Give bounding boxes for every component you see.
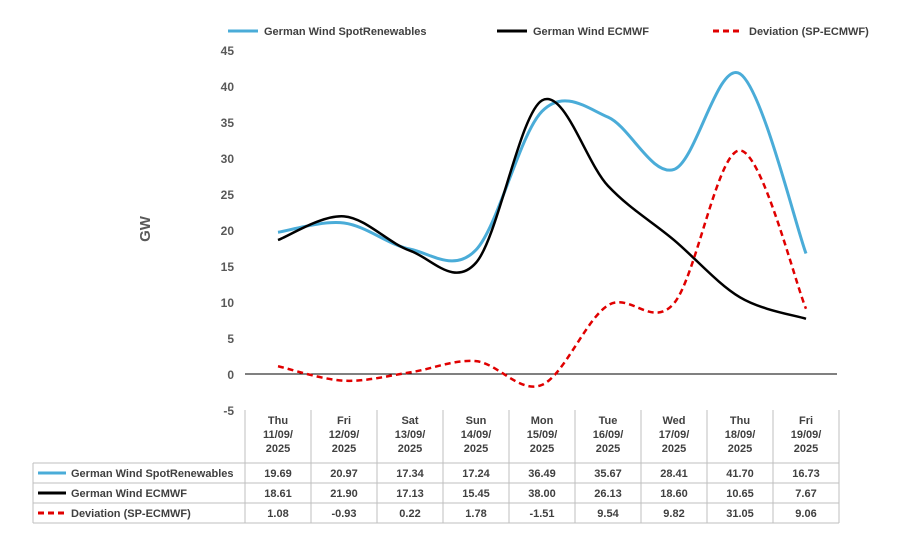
table-cell-value: 21.90 xyxy=(330,488,358,500)
y-tick-label: 25 xyxy=(221,188,235,202)
table-cell-value: 38.00 xyxy=(528,488,556,500)
y-tick-label: 45 xyxy=(221,44,235,58)
table-cell-value: 16.73 xyxy=(792,468,820,480)
table-cell-value: -0.93 xyxy=(331,508,356,520)
table-series-name: German Wind ECMWF xyxy=(71,488,187,500)
table-cell-value: 10.65 xyxy=(726,488,754,500)
table-cell-value: 31.05 xyxy=(726,508,754,520)
y-axis-ticks: -5 0 5 10 15 20 25 30 35 40 45 xyxy=(221,44,235,418)
x-category-label: 16/09/ xyxy=(593,429,624,441)
x-category-label: Sun xyxy=(466,415,487,427)
x-category-label: 17/09/ xyxy=(659,429,690,441)
data-table: Thu 11/09/2025 Fri 12/09/2025 Sat 13/09/2025 S… xyxy=(32,410,840,524)
x-category-label: Fri xyxy=(799,415,813,427)
table-cell-value: 17.13 xyxy=(396,488,424,500)
x-category-label: 18/09/ xyxy=(725,429,756,441)
x-category-label: 15/09/ xyxy=(527,429,558,441)
x-category-label: 2025 xyxy=(332,443,356,455)
y-tick-label: 0 xyxy=(227,368,234,382)
x-category-label: 2025 xyxy=(266,443,290,455)
x-category-label: 2025 xyxy=(398,443,422,455)
table-cell-value: 17.34 xyxy=(396,468,424,480)
table-series-name: Deviation (SP-ECMWF) xyxy=(71,508,191,520)
y-tick-label: 15 xyxy=(221,260,235,274)
y-tick-label: -5 xyxy=(223,404,234,418)
x-category-label: 2025 xyxy=(794,443,818,455)
x-category-label: 11/09/ xyxy=(263,429,293,441)
x-category-label: 2025 xyxy=(662,443,686,455)
table-cell-value: 28.41 xyxy=(660,468,688,480)
x-category-label: Fri xyxy=(337,415,351,427)
x-category-label: 12/09/ xyxy=(329,429,360,441)
series-line-3 xyxy=(277,149,808,388)
y-tick-label: 40 xyxy=(221,80,235,94)
legend-label-1: German Wind SpotRenewables xyxy=(264,26,427,38)
table-cell-value: -1.51 xyxy=(529,508,554,520)
table-cell-value: 36.49 xyxy=(528,468,556,480)
legend: German Wind SpotRenewables German Wind EC… xyxy=(228,26,869,38)
series-line-1 xyxy=(277,70,808,263)
table-cell-value: 1.78 xyxy=(465,508,486,520)
x-category-label: 2025 xyxy=(464,443,488,455)
x-category-label: Wed xyxy=(662,415,685,427)
x-category-label: 19/09/ xyxy=(791,429,822,441)
y-axis-label: GW xyxy=(137,215,154,242)
legend-label-2: German Wind ECMWF xyxy=(533,26,649,38)
x-category-label: 2025 xyxy=(596,443,620,455)
legend-label-3: Deviation (SP-ECMWF) xyxy=(749,26,869,38)
table-cell-value: 9.54 xyxy=(597,508,619,520)
x-category-label: Sat xyxy=(401,415,418,427)
table-cell-value: 9.06 xyxy=(795,508,816,520)
y-tick-label: 30 xyxy=(221,152,235,166)
series-lines xyxy=(277,70,808,388)
x-category-label: 14/09/ xyxy=(461,429,492,441)
x-category-label: Tue xyxy=(599,415,618,427)
x-category-label: Mon xyxy=(531,415,554,427)
table-cell-value: 15.45 xyxy=(462,488,490,500)
table-cell-value: 41.70 xyxy=(726,468,754,480)
table-cell-value: 35.67 xyxy=(594,468,622,480)
table-cell-value: 7.67 xyxy=(795,488,816,500)
x-category-label: 2025 xyxy=(530,443,554,455)
series-line-2 xyxy=(277,97,807,320)
table-cell-value: 9.82 xyxy=(663,508,684,520)
table-cell-value: 26.13 xyxy=(594,488,622,500)
table-series-name: German Wind SpotRenewables xyxy=(71,468,234,480)
table-cell-value: 17.24 xyxy=(462,468,490,480)
x-category-label: Thu xyxy=(268,415,288,427)
x-category-label: Thu xyxy=(730,415,750,427)
y-tick-label: 10 xyxy=(221,296,235,310)
y-tick-label: 35 xyxy=(221,116,235,130)
y-tick-label: 5 xyxy=(227,332,234,346)
table-cell-value: 0.22 xyxy=(399,508,420,520)
table-cell-value: 20.97 xyxy=(330,468,358,480)
table-cell-value: 1.08 xyxy=(267,508,288,520)
table-cell-value: 19.69 xyxy=(264,468,292,480)
x-category-label: 13/09/ xyxy=(395,429,426,441)
y-tick-label: 20 xyxy=(221,224,235,238)
x-category-label: 2025 xyxy=(728,443,752,455)
table-cell-value: 18.61 xyxy=(264,488,292,500)
table-cell-value: 18.60 xyxy=(660,488,688,500)
